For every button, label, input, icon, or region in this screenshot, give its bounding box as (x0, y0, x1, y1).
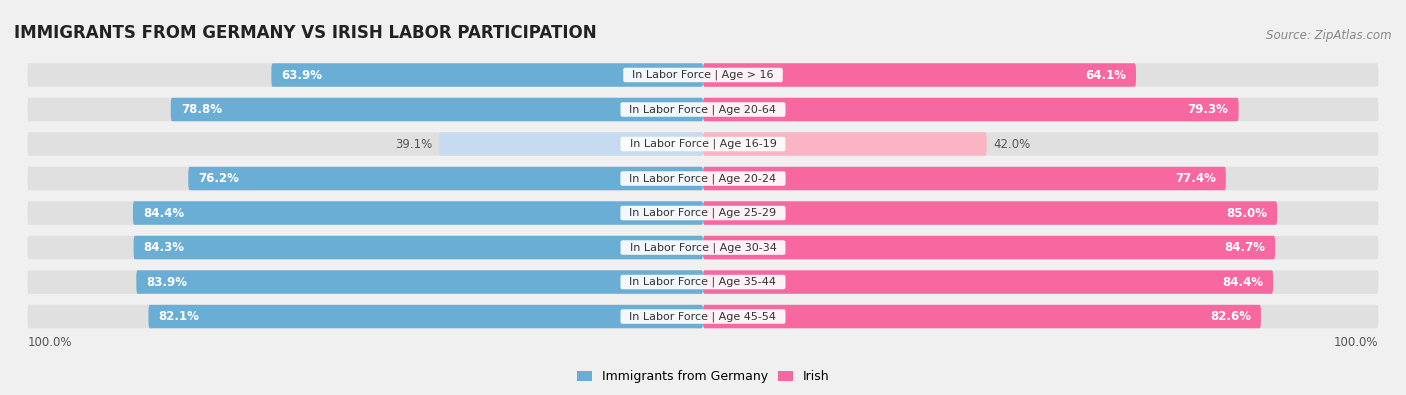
FancyBboxPatch shape (703, 236, 1275, 259)
Text: In Labor Force | Age 16-19: In Labor Force | Age 16-19 (623, 139, 783, 149)
FancyBboxPatch shape (28, 63, 703, 87)
Text: IMMIGRANTS FROM GERMANY VS IRISH LABOR PARTICIPATION: IMMIGRANTS FROM GERMANY VS IRISH LABOR P… (14, 24, 596, 42)
FancyBboxPatch shape (271, 63, 703, 87)
Text: 82.6%: 82.6% (1209, 310, 1251, 323)
FancyBboxPatch shape (149, 305, 703, 328)
Text: 77.4%: 77.4% (1175, 172, 1216, 185)
FancyBboxPatch shape (703, 167, 1226, 190)
FancyBboxPatch shape (703, 132, 987, 156)
Text: 42.0%: 42.0% (994, 137, 1031, 150)
Text: 83.9%: 83.9% (146, 276, 187, 288)
Legend: Immigrants from Germany, Irish: Immigrants from Germany, Irish (576, 371, 830, 384)
FancyBboxPatch shape (188, 167, 703, 190)
Text: 64.1%: 64.1% (1085, 68, 1126, 81)
Text: 79.3%: 79.3% (1188, 103, 1229, 116)
Text: In Labor Force | Age 30-34: In Labor Force | Age 30-34 (623, 242, 783, 253)
FancyBboxPatch shape (703, 63, 1136, 87)
FancyBboxPatch shape (703, 270, 1378, 294)
Text: 63.9%: 63.9% (281, 68, 322, 81)
Text: In Labor Force | Age 35-44: In Labor Force | Age 35-44 (623, 277, 783, 287)
Text: 84.7%: 84.7% (1225, 241, 1265, 254)
FancyBboxPatch shape (170, 98, 703, 121)
FancyBboxPatch shape (28, 305, 703, 328)
FancyBboxPatch shape (703, 132, 1378, 156)
FancyBboxPatch shape (136, 270, 703, 294)
FancyBboxPatch shape (703, 305, 1261, 328)
FancyBboxPatch shape (28, 167, 703, 190)
FancyBboxPatch shape (703, 270, 1272, 294)
Text: 82.1%: 82.1% (159, 310, 200, 323)
FancyBboxPatch shape (703, 98, 1239, 121)
FancyBboxPatch shape (134, 236, 703, 259)
Text: 85.0%: 85.0% (1226, 207, 1267, 220)
Text: Source: ZipAtlas.com: Source: ZipAtlas.com (1267, 29, 1392, 42)
FancyBboxPatch shape (28, 236, 703, 259)
FancyBboxPatch shape (703, 305, 1378, 328)
Text: 100.0%: 100.0% (1334, 336, 1378, 349)
FancyBboxPatch shape (703, 201, 1378, 225)
FancyBboxPatch shape (28, 132, 703, 156)
Text: 39.1%: 39.1% (395, 137, 432, 150)
Text: In Labor Force | Age 25-29: In Labor Force | Age 25-29 (623, 208, 783, 218)
Text: In Labor Force | Age 20-64: In Labor Force | Age 20-64 (623, 104, 783, 115)
Text: 76.2%: 76.2% (198, 172, 239, 185)
Text: In Labor Force | Age 20-24: In Labor Force | Age 20-24 (623, 173, 783, 184)
FancyBboxPatch shape (439, 132, 703, 156)
FancyBboxPatch shape (703, 63, 1378, 87)
Text: In Labor Force | Age 45-54: In Labor Force | Age 45-54 (623, 311, 783, 322)
Text: 100.0%: 100.0% (28, 336, 72, 349)
FancyBboxPatch shape (28, 98, 703, 121)
Text: 84.4%: 84.4% (143, 207, 184, 220)
Text: In Labor Force | Age > 16: In Labor Force | Age > 16 (626, 70, 780, 80)
FancyBboxPatch shape (134, 201, 703, 225)
Text: 84.4%: 84.4% (1222, 276, 1263, 288)
FancyBboxPatch shape (703, 167, 1378, 190)
Text: 84.3%: 84.3% (143, 241, 184, 254)
Text: 78.8%: 78.8% (181, 103, 222, 116)
FancyBboxPatch shape (28, 270, 703, 294)
FancyBboxPatch shape (28, 201, 703, 225)
FancyBboxPatch shape (703, 201, 1277, 225)
FancyBboxPatch shape (703, 236, 1378, 259)
FancyBboxPatch shape (703, 98, 1378, 121)
